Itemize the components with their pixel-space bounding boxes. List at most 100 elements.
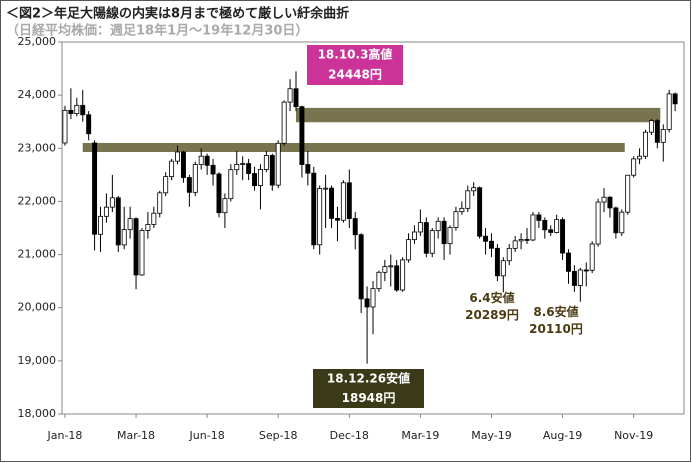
candle-body [589,243,595,271]
y-tick-label: 25,000 [18,35,57,48]
plot-area [61,41,685,415]
candle-body [311,172,317,246]
candle-body [459,207,465,213]
candle-body [192,164,198,193]
candle-body [471,187,477,192]
candle-body [180,151,186,178]
candle-body [340,182,346,221]
y-tick-label: 19,000 [18,354,57,367]
annotation-text: 24448円 [328,68,382,82]
annotation-text: 18.10.3高値 [318,47,393,62]
y-tick-label: 20,000 [18,301,57,314]
x-tick-label: Dec-18 [330,429,369,442]
candle-body [583,269,589,272]
candle-body [637,155,643,160]
candle-body [483,235,489,242]
annotation-text: 20289円 [465,308,519,322]
candle-body [429,230,435,254]
candle-body [252,173,257,186]
candle-body [323,187,329,190]
candle-body [666,93,672,130]
candle-body [163,176,169,194]
candle-body [169,160,175,178]
candle-body [121,229,127,246]
annotation-text: 6.4安値 [469,290,514,305]
candle-body [607,196,613,209]
candle-body [346,182,352,219]
candle-body [257,169,263,186]
candle-body [494,247,500,277]
candle-body [80,104,86,116]
annotation-text: 20110円 [529,322,583,336]
resistance-band [295,107,661,123]
candle-body [506,247,512,262]
candle-body [228,169,234,200]
candle-body [133,218,139,276]
candle-body [512,240,518,249]
candle-body [287,88,293,103]
y-tick-label: 18,000 [18,407,57,420]
candle-body [234,163,240,171]
x-tick-label: Aug-19 [543,429,582,442]
x-tick-label: Mar-19 [401,429,439,442]
candle-body [382,266,388,273]
candle-body [406,239,412,261]
candle-body [631,158,637,176]
candle-body [376,271,382,290]
candle-body [435,220,441,232]
candle-body [648,120,654,133]
candle-body [566,252,571,272]
candle-body [518,239,524,242]
candle-body [660,129,666,143]
candle-body [305,164,311,174]
candle-body [186,177,192,193]
candle-body [74,104,80,114]
candle-body [281,101,287,144]
candle-body [536,214,542,221]
candle-body [411,231,417,241]
candle-body [530,214,536,241]
candle-body [317,188,323,246]
candle-body [423,222,429,254]
candle-body [175,151,180,162]
candle-body [210,164,216,175]
candle-body [394,265,400,291]
annotation-text: 18948円 [342,391,396,405]
candle-body [275,142,281,186]
candle-body [548,229,554,233]
chart-subtitle: （日経平均株価：週足18年1月～19年12月30日） [6,23,308,39]
candle-body [92,142,98,235]
callout-box [307,45,403,85]
candle-body [560,219,566,254]
x-tick-label: Mar-18 [117,429,155,442]
y-tick-label: 21,000 [18,248,57,261]
candle-body [595,201,601,245]
candle-body [388,265,394,268]
candle-body [299,106,305,165]
candle-body [216,173,222,214]
candle-body [477,187,483,237]
candle-body [240,163,246,165]
candle-body [204,155,210,166]
candle-body [157,192,163,214]
candle-body [103,206,109,217]
candle-body [151,212,157,225]
candle-body [198,155,204,165]
x-tick-label: Sep-18 [259,429,298,442]
candle-body [613,207,619,234]
candle-body [222,198,228,214]
candle-body [86,114,92,135]
y-tick-label: 24,000 [18,88,57,101]
candle-body [127,218,133,231]
candle-body [400,259,406,291]
candle-body [654,120,660,143]
candle-body [62,109,68,144]
candle-body [145,224,151,231]
candle-body [293,88,299,108]
candle-body [370,288,376,308]
candle-body [329,187,335,219]
annotation-text: 8.6安値 [533,304,578,319]
candle-body [334,218,340,221]
x-tick-label: Nov-19 [614,429,653,442]
